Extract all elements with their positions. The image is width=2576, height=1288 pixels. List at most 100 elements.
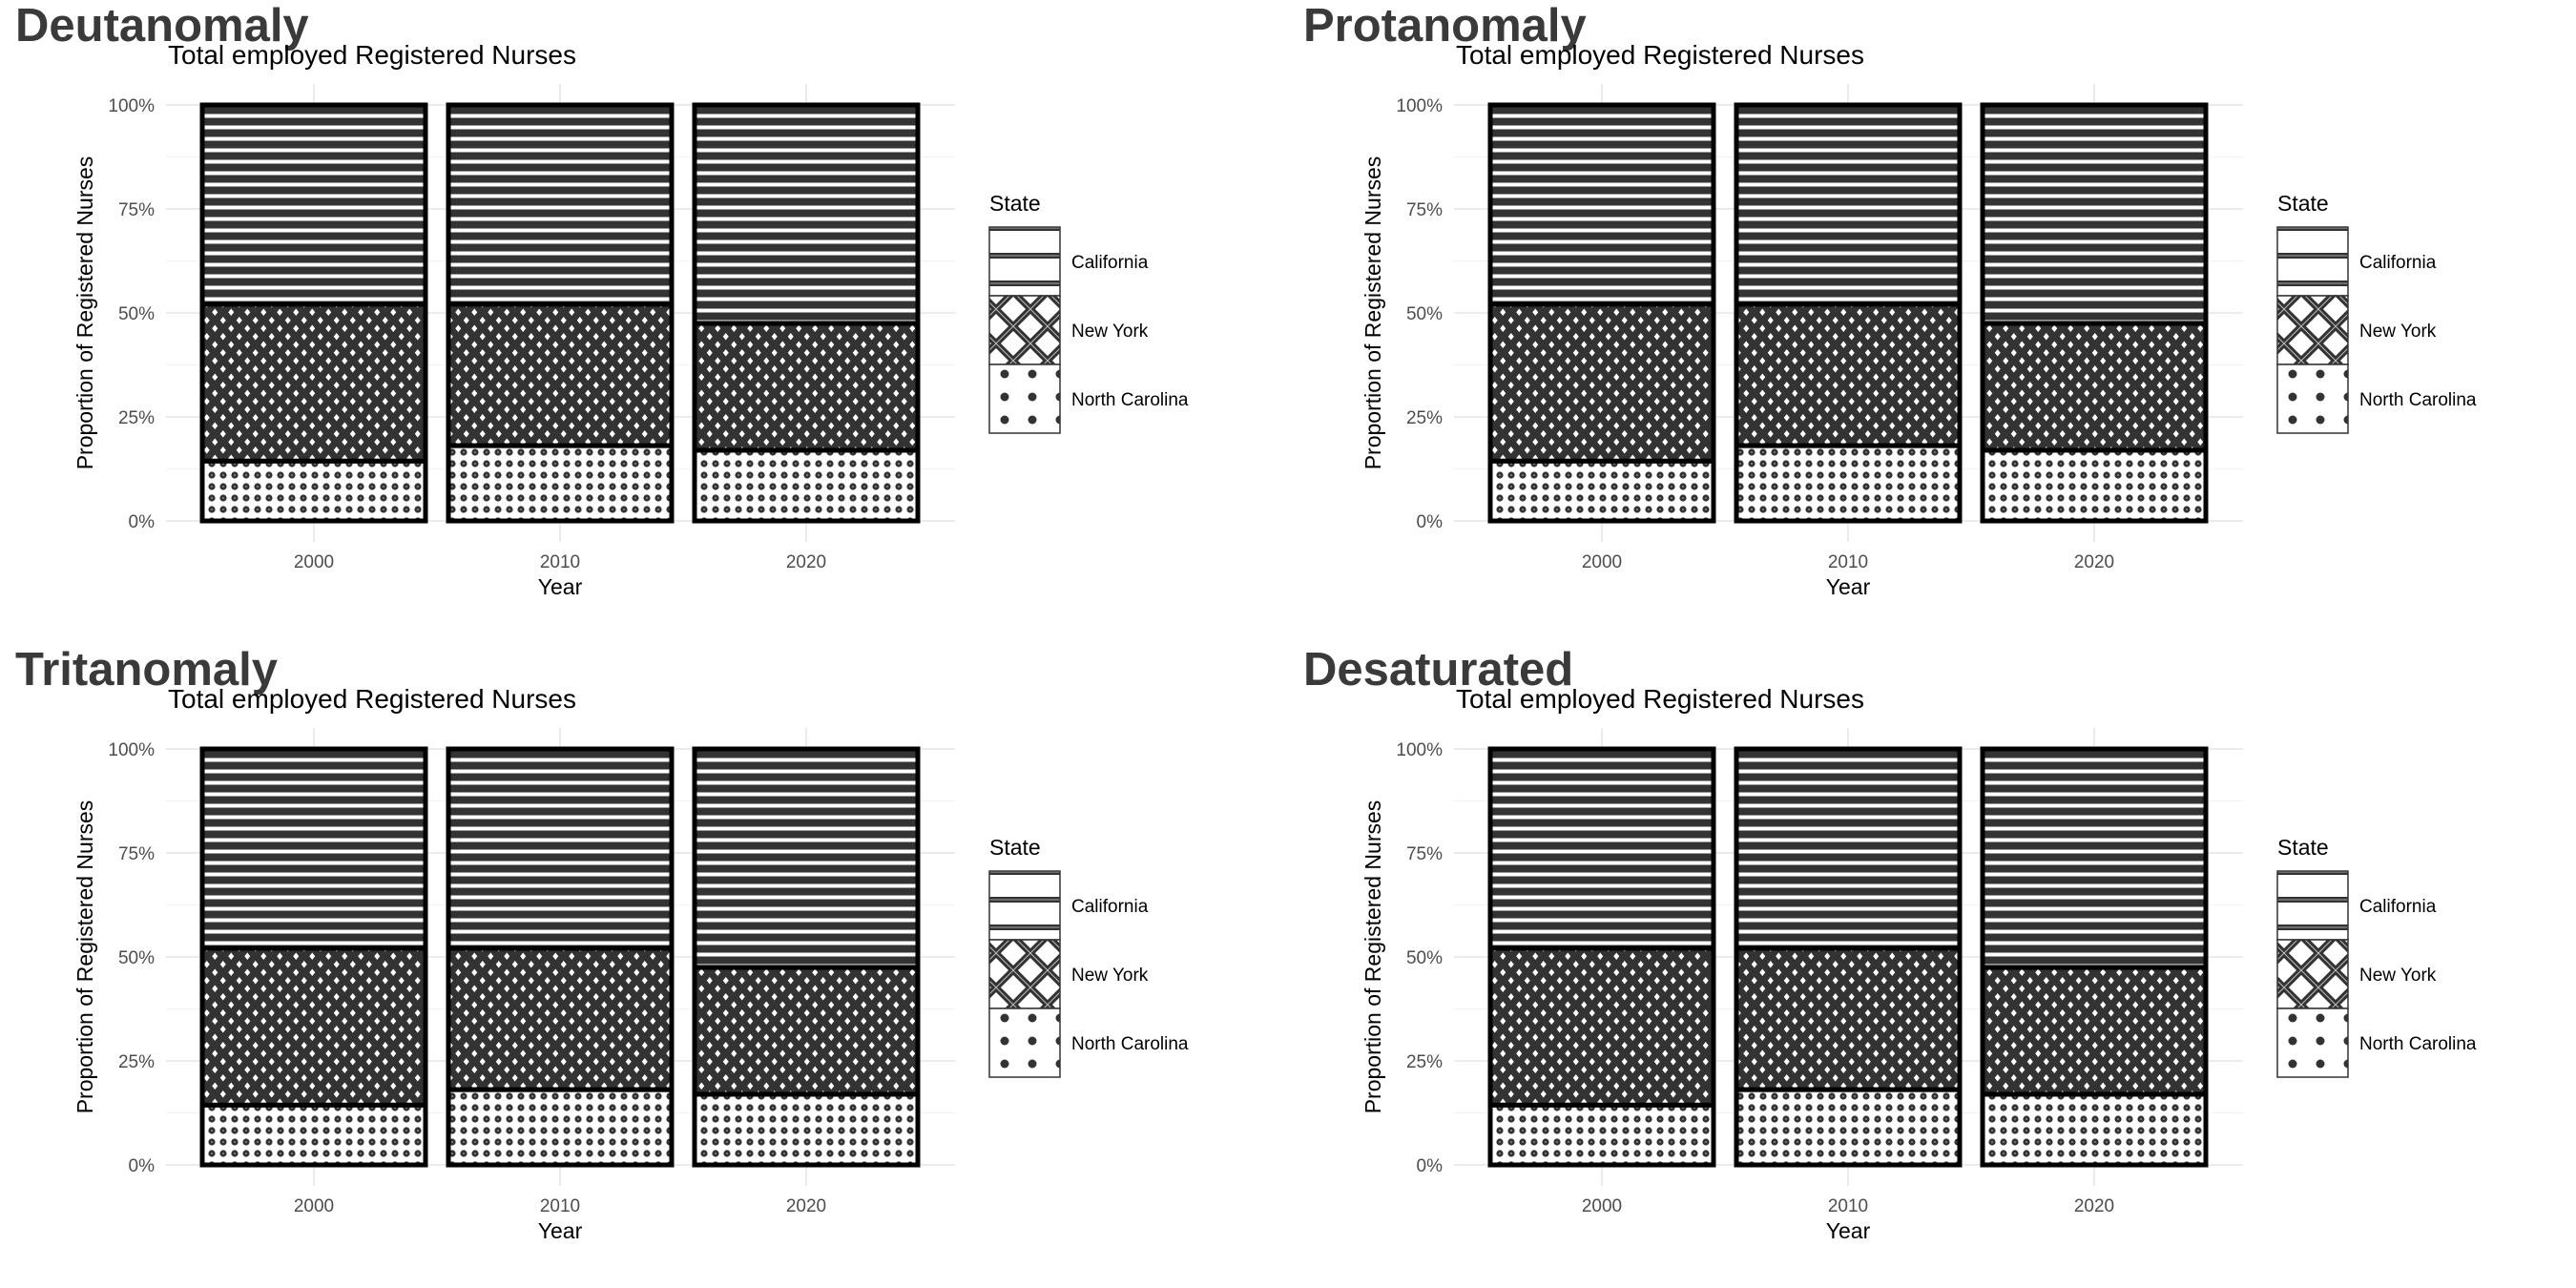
legend-key [2276,870,2349,941]
y-tick-label: 50% [118,948,155,968]
bar-stack-2010 [446,746,675,1168]
panel-title: Tritanomaly [15,644,278,696]
y-axis-title: Proportion of Registered Nurses [1361,800,1385,1114]
chart-title: Total employed Registered Nurses [1456,40,1864,70]
y-axis-title: Proportion of Registered Nurses [73,800,97,1114]
bar-segment-north-carolina [1980,447,2209,524]
legend-item-california: California [988,226,1149,297]
legend-label: New York [2359,966,2437,986]
bar-segment-north-carolina [446,1087,675,1168]
legend-label: New York [1071,966,1149,986]
bar-segment-california [692,102,921,326]
chart-panel-desaturated: Desaturated Total employed Registered Nu… [1303,644,2477,1243]
panel-title: Desaturated [1303,644,1573,696]
bar-segment-north-carolina [446,443,675,524]
bar-stack-2000 [199,746,428,1168]
y-tick-label: 100% [108,96,155,116]
y-axis-title: Proportion of Registered Nurses [73,156,97,470]
x-tick-label: 2010 [540,552,580,572]
bars [199,102,921,524]
bar-segment-new-york [1980,321,2209,453]
legend-key [988,1008,1061,1078]
legend-title: State [2277,191,2329,216]
x-axis-title: Year [538,1218,583,1243]
legend-item-california: California [2276,226,2437,297]
legend-label: North Carolina [1071,390,1189,410]
legend-item-north-carolina: North Carolina [988,1008,1189,1078]
bar-segment-new-york [692,965,921,1097]
x-tick-labels: 2000 2010 2020 [294,1196,826,1216]
x-tick-label: 2010 [1828,1196,1868,1216]
y-tick-label: 25% [118,408,155,428]
bar-segment-new-york [446,301,675,448]
chart-panel-protanomaly: Protanomaly Total employed Registered Nu… [1303,0,2477,599]
legend-item-north-carolina: North Carolina [2276,1008,2477,1078]
bar-segment-north-carolina [1487,1102,1716,1168]
x-tick-label: 2010 [540,1196,580,1216]
x-axis-title: Year [1826,574,1871,599]
y-tick-label: 0% [1417,512,1444,532]
y-tick-labels: 0% 25% 50% 75% 100% [1396,96,1443,532]
legend-item-new-york: New York [2276,295,2437,365]
bars [199,746,921,1168]
x-tick-labels: 2000 2010 2020 [1582,552,2114,572]
bar-segment-california [692,746,921,970]
bar-segment-california [1980,102,2209,326]
x-tick-label: 2020 [2074,1196,2114,1216]
bar-segment-california [1734,102,1963,307]
x-tick-label: 2000 [294,1196,334,1216]
legend-title: State [989,191,1041,216]
bar-segment-new-york [199,945,428,1108]
y-tick-label: 100% [108,740,155,760]
bar-segment-california [199,102,428,307]
x-axis-title: Year [538,574,583,599]
x-tick-label: 2000 [1582,552,1622,572]
y-tick-label: 75% [118,200,155,220]
x-tick-label: 2020 [786,552,826,572]
bar-segment-california [1487,746,1716,951]
legend-label: North Carolina [2359,1034,2477,1054]
x-tick-label: 2000 [294,552,334,572]
legend-key [988,870,1061,941]
y-tick-label: 0% [1417,1156,1444,1176]
legend-key [2276,226,2349,297]
legend-item-north-carolina: North Carolina [988,364,1189,434]
y-tick-label: 50% [1406,948,1443,968]
bars [1487,102,2209,524]
legend-title: State [989,835,1041,860]
bar-segment-north-carolina [1487,458,1716,524]
x-tick-label: 2020 [2074,552,2114,572]
y-tick-labels: 0% 25% 50% 75% 100% [108,740,155,1176]
y-axis-title: Proportion of Registered Nurses [1361,156,1385,470]
x-tick-labels: 2000 2010 2020 [294,552,826,572]
legend-key [988,364,1061,434]
legend-item-california: California [988,870,1149,941]
bar-stack-2000 [1487,746,1716,1168]
chart-panel-deutanomaly: Deutanomaly Total employed Registered Nu… [15,0,1189,599]
legend-item-new-york: New York [2276,939,2437,1009]
bar-stack-2020 [1980,746,2209,1168]
bar-stack-2000 [1487,102,1716,524]
y-tick-label: 75% [1406,844,1443,864]
y-tick-label: 25% [1406,408,1443,428]
bar-stack-2000 [199,102,428,524]
bar-stack-2020 [1980,102,2209,524]
legend-key [2276,1008,2349,1078]
chart-title: Total employed Registered Nurses [168,40,576,70]
bar-segment-north-carolina [692,1091,921,1168]
bar-segment-new-york [1487,945,1716,1108]
bar-stack-2020 [692,102,921,524]
legend: State California New York North Carolina [988,191,1189,434]
legend-label: New York [1071,322,1149,342]
bar-segment-california [446,746,675,951]
legend-item-california: California [2276,870,2437,941]
bar-segment-north-carolina [692,447,921,524]
legend-title: State [2277,835,2329,860]
bar-segment-california [1734,746,1963,951]
legend-label: North Carolina [2359,390,2477,410]
y-tick-label: 25% [1406,1052,1443,1072]
legend-key [2276,364,2349,434]
y-tick-label: 75% [118,844,155,864]
y-tick-label: 0% [129,1156,156,1176]
